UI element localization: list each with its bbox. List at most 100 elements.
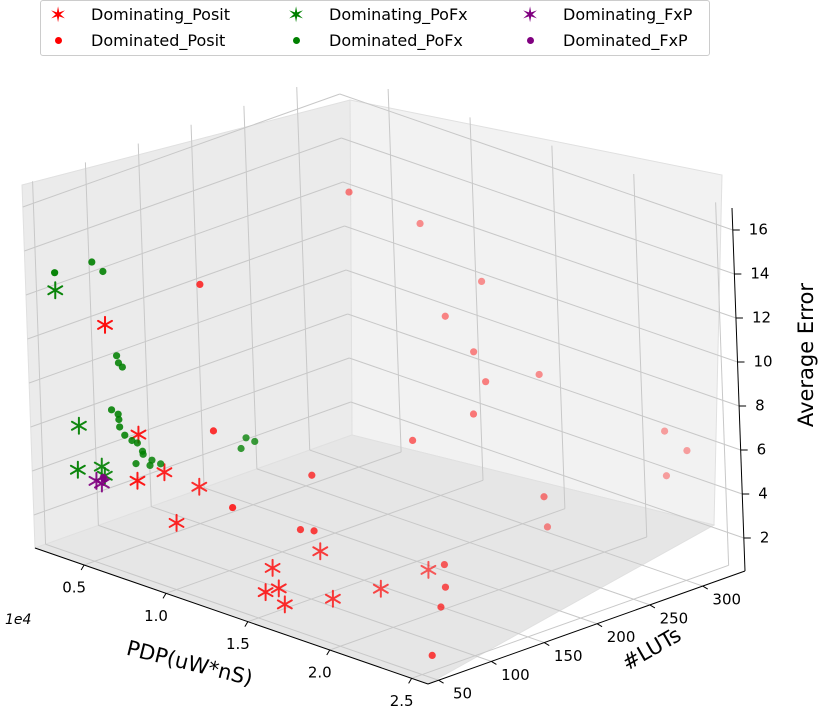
data-point-dominating-posit — [191, 477, 208, 496]
y-tick — [596, 623, 603, 628]
data-point-dominated-pofx — [157, 460, 165, 468]
z-grid-line — [349, 357, 743, 495]
data-point-dominated-posit — [409, 436, 417, 444]
data-point-dominating-posit — [420, 560, 437, 579]
y-tick-label: 200 — [607, 628, 636, 646]
x-grid-line — [633, 173, 648, 538]
y-tick-label: 100 — [501, 666, 530, 684]
data-point-dominated-posit — [428, 651, 436, 660]
y-grid-line — [45, 543, 439, 681]
y-tick-label: 300 — [712, 591, 741, 609]
x-grid-line — [469, 117, 484, 481]
y-grid-line — [151, 506, 545, 644]
x-grid-line — [165, 479, 484, 594]
data-point-dominated-pofx — [133, 439, 141, 447]
data-point-dominated-posit — [296, 526, 305, 534]
y-tick-label: 250 — [660, 609, 689, 627]
x-tick — [80, 564, 85, 571]
x-grid-line — [551, 145, 566, 509]
data-point-dominated-pofx — [115, 415, 123, 424]
legend-item-dominated-pofx: Dominated_PoFx — [279, 31, 463, 50]
z-grid-line — [25, 181, 344, 296]
x-tick — [162, 593, 167, 599]
data-point-dominating-posit — [97, 315, 113, 334]
z-tick-label: 12 — [752, 309, 771, 327]
y-tick — [438, 679, 444, 684]
y-grid-line — [137, 143, 152, 507]
y-grid-line — [243, 105, 258, 469]
star-marker-icon: ✶ — [287, 2, 305, 27]
data-point-dominating-posit — [324, 589, 341, 608]
x-axis-line — [34, 547, 429, 685]
data-point-dominated-posit — [477, 277, 486, 285]
data-point-dominated-pofx — [128, 436, 136, 445]
x-grid-line — [387, 88, 402, 453]
z-axis-label: Average Error — [794, 283, 818, 427]
legend-item-dominating-fxp: ✶ Dominating_FxP — [513, 4, 692, 25]
z-grid-line — [27, 225, 345, 340]
data-point-dominated-pofx — [88, 258, 96, 266]
x-tick-label: 1.0 — [144, 607, 168, 625]
data-point-dominated-pofx — [237, 444, 245, 453]
data-point-dominated-pofx — [116, 423, 124, 431]
data-point-dominated-pofx — [139, 450, 147, 458]
x-grid-line — [411, 564, 729, 679]
data-point-dominating-posit — [257, 583, 274, 602]
legend-item-dominated-fxp: Dominated_FxP — [513, 31, 688, 50]
z-grid-line — [22, 93, 340, 208]
data-point-dominated-pofx — [121, 431, 129, 439]
legend-label: Dominated_FxP — [563, 31, 688, 50]
data-point-dominating-posit — [276, 595, 293, 614]
grid-lines — [22, 87, 744, 681]
x-grid-line — [329, 536, 647, 651]
data-point-dominated-posit — [196, 280, 204, 288]
y-tick-label: 50 — [453, 685, 472, 703]
y-axis-line — [427, 570, 746, 685]
x-tick-label: 2.5 — [390, 692, 414, 706]
data-point-dominating-posit — [168, 513, 185, 532]
data-point-dominated-posit — [345, 188, 353, 196]
data-point-dominated-pofx — [51, 269, 59, 277]
data-point-dominated-pofx — [132, 460, 140, 468]
data-point-dominated-pofx — [114, 410, 122, 418]
y-grid-line — [84, 162, 99, 526]
z-grid-line — [32, 357, 350, 472]
data-point-dominated-posit — [440, 560, 449, 569]
legend-label: Dominated_Posit — [91, 31, 226, 50]
data-point-dominated-posit — [416, 219, 424, 228]
data-points — [47, 188, 691, 660]
x-tick-label: 2.0 — [308, 664, 332, 682]
data-point-dominating-pofx — [70, 416, 87, 435]
data-point-dominated-pofx — [148, 456, 156, 464]
x-tick-label: 0.5 — [62, 579, 86, 597]
data-point-dominated-posit — [540, 493, 548, 501]
y-tick — [649, 604, 656, 609]
z-grid-line — [28, 269, 347, 384]
y-tick-label: 150 — [554, 647, 583, 665]
z-tick-label: 14 — [750, 265, 769, 283]
data-point-dominated-pofx — [112, 352, 121, 360]
z-axis-line — [731, 207, 746, 572]
y-grid-line — [309, 449, 703, 587]
data-point-dominated-pofx — [251, 437, 259, 446]
data-point-dominating-pofx — [47, 281, 64, 300]
data-point-dominated-posit — [470, 348, 478, 356]
data-point-dominated-posit — [661, 427, 669, 435]
z-grid-line — [347, 313, 741, 451]
data-point-dominated-pofx — [118, 363, 126, 371]
star-marker-icon: ✶ — [49, 2, 67, 27]
z-grid-line — [24, 137, 342, 252]
z-grid-line — [345, 269, 740, 407]
y-tick — [702, 585, 708, 590]
legend-item-dominating-posit: ✶ Dominating_Posit — [41, 2, 230, 27]
data-point-dominating-posit — [312, 542, 329, 561]
data-point-dominated-posit — [441, 583, 450, 591]
x-tick — [244, 621, 249, 627]
data-point-dominated-pofx — [242, 434, 250, 442]
data-point-dominated-posit — [209, 427, 218, 435]
y-tick — [543, 642, 550, 646]
data-point-dominating-pofx — [93, 457, 110, 476]
legend-item-dominating-pofx: ✶ Dominating_PoFx — [279, 2, 468, 27]
x-grid-line — [83, 451, 402, 566]
legend-label: Dominating_PoFx — [329, 5, 468, 24]
